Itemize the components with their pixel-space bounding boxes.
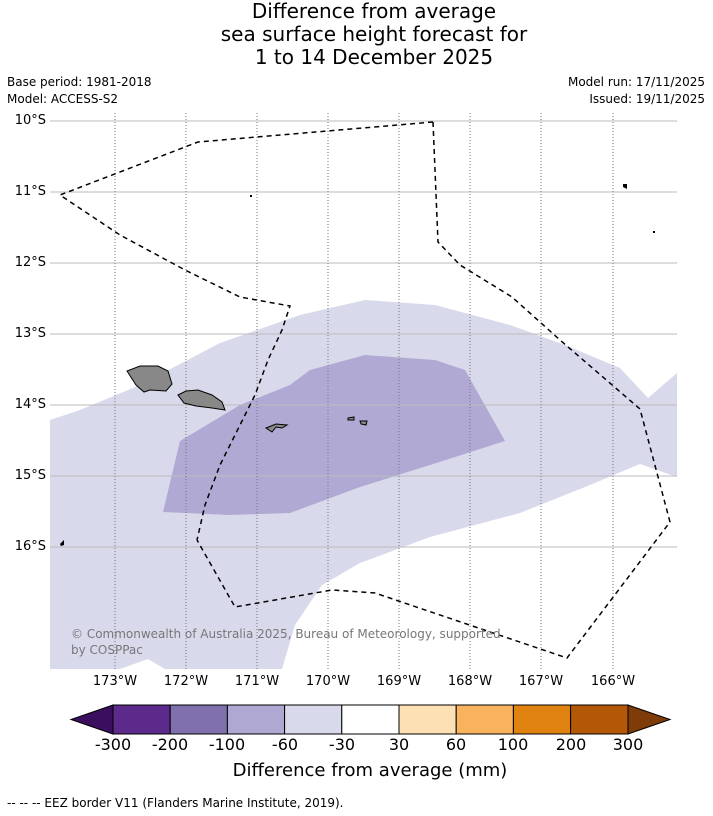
lat-label-15s: 15°S — [14, 468, 46, 483]
colorbar-bin-6 — [398, 704, 457, 735]
lat-label-13s: 13°S — [14, 326, 46, 341]
colorbar — [69, 704, 672, 735]
latitude-gridlines — [50, 120, 677, 548]
island-niuafoou — [60, 540, 64, 546]
model-name: Model: ACCESS-S2 — [7, 92, 119, 106]
title-line-1: Difference from average — [251, 0, 497, 23]
copyright-credit: © Commonwealth of Australia 2025, Bureau… — [71, 627, 501, 657]
map-title: Difference from average sea surface heig… — [0, 0, 713, 69]
lon-label-169w: 169°W — [376, 674, 422, 689]
colorbar-bin-8 — [512, 704, 572, 735]
sea-height-band-medium — [163, 355, 505, 515]
lat-label-10s: 10°S — [14, 113, 46, 128]
island-upolu — [177, 389, 226, 411]
lon-label-166w: 166°W — [590, 674, 636, 689]
island-savaii — [126, 365, 173, 393]
colorbar-tick-neg60: -60 — [271, 735, 299, 754]
colorbar-tick-neg30: -30 — [328, 735, 356, 754]
colorbar-tick-neg300: -300 — [94, 735, 132, 754]
colorbar-extend-low — [69, 704, 114, 735]
colorbar-bin-4 — [284, 704, 343, 735]
colorbar-bin-5 — [341, 704, 400, 735]
base-period: Base period: 1981-2018 — [7, 75, 152, 89]
island-tokelau-a — [623, 184, 627, 189]
colorbar-tick-neg200: -200 — [151, 735, 189, 754]
lon-label-167w: 167°W — [518, 674, 564, 689]
map-area — [50, 113, 677, 669]
model-run: Model run: 17/11/2025 — [567, 75, 705, 89]
meta-right: Model run: 17/11/2025 Issued: 19/11/2025 — [568, 74, 705, 108]
island-tutuila — [264, 423, 289, 433]
colorbar-bin-3 — [226, 704, 286, 735]
lon-label-168w: 168°W — [447, 674, 493, 689]
colorbar-bin-2 — [169, 704, 228, 735]
colorbar-label: Difference from average (mm) — [232, 760, 508, 781]
title-line-2: sea surface height forecast for — [220, 22, 528, 46]
eez-border-american-samoa — [196, 121, 671, 659]
colorbar-tick-300: 300 — [612, 735, 644, 754]
lon-label-170w: 170°W — [305, 674, 351, 689]
colorbar-tick-100: 100 — [497, 735, 529, 754]
colorbar-tick-30: 30 — [388, 735, 410, 754]
colorbar-tick-neg100: -100 — [208, 735, 246, 754]
title-line-3: 1 to 14 December 2025 — [254, 45, 494, 69]
lon-label-173w: 173°W — [92, 674, 138, 689]
colorbar-tick-60: 60 — [445, 735, 467, 754]
lat-label-11s: 11°S — [14, 184, 46, 199]
lat-label-12s: 12°S — [14, 255, 46, 270]
colorbar-bin-1 — [112, 704, 171, 735]
colorbar-bin-9 — [570, 704, 629, 735]
island-tokelau-b — [653, 231, 655, 233]
island-swains — [250, 195, 252, 197]
island-ofu — [347, 416, 355, 421]
lat-label-14s: 14°S — [14, 397, 46, 412]
lon-label-172w: 172°W — [163, 674, 209, 689]
island-tau — [359, 420, 368, 426]
eez-legend: -- -- -- EEZ border V11 (Flanders Marine… — [7, 796, 344, 810]
colorbar-extend-high — [627, 704, 672, 735]
meta-left: Base period: 1981-2018 Model: ACCESS-S2 — [7, 74, 152, 108]
issued-date: Issued: 19/11/2025 — [589, 92, 705, 106]
lat-label-16s: 16°S — [14, 539, 46, 554]
lon-label-171w: 171°W — [234, 674, 280, 689]
colorbar-bin-7 — [455, 704, 514, 735]
colorbar-tick-200: 200 — [555, 735, 587, 754]
